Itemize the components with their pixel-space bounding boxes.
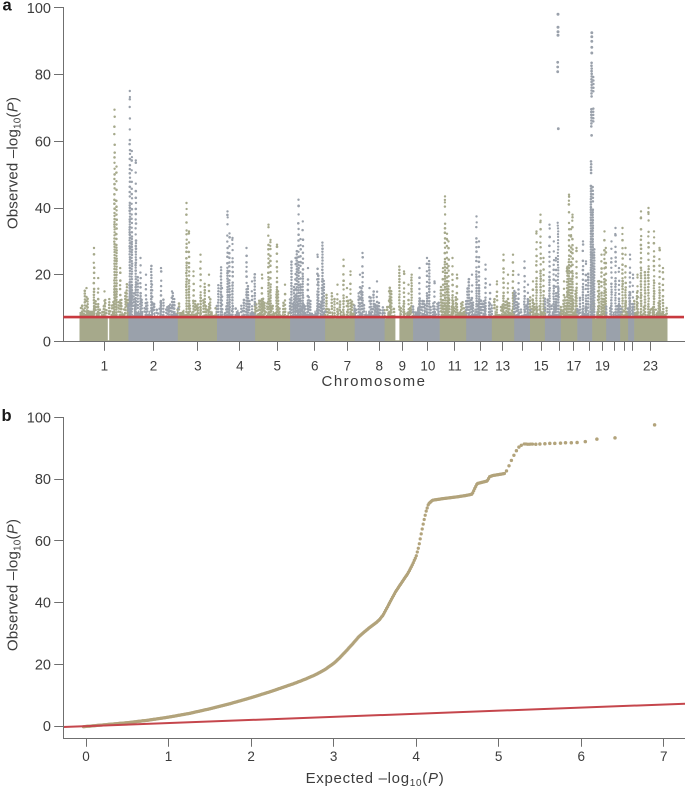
svg-text:20: 20 bbox=[35, 657, 51, 673]
svg-text:6: 6 bbox=[577, 749, 585, 764]
svg-text:7: 7 bbox=[660, 749, 668, 764]
svg-text:100: 100 bbox=[27, 1, 51, 17]
svg-text:20: 20 bbox=[35, 268, 51, 284]
svg-text:0: 0 bbox=[82, 749, 90, 764]
svg-text:5: 5 bbox=[274, 359, 282, 374]
svg-text:9: 9 bbox=[398, 359, 406, 374]
svg-text:40: 40 bbox=[35, 596, 51, 612]
svg-text:2: 2 bbox=[150, 359, 158, 374]
svg-text:15: 15 bbox=[534, 359, 549, 374]
svg-text:11: 11 bbox=[448, 359, 462, 374]
svg-text:60: 60 bbox=[35, 134, 51, 150]
svg-text:7: 7 bbox=[344, 359, 352, 374]
svg-text:12: 12 bbox=[473, 359, 488, 374]
svg-text:40: 40 bbox=[35, 201, 51, 217]
svg-text:3: 3 bbox=[330, 749, 338, 764]
svg-text:b: b bbox=[2, 407, 12, 425]
svg-text:Observed –log10(P): Observed –log10(P) bbox=[5, 97, 24, 229]
svg-text:6: 6 bbox=[311, 359, 319, 374]
svg-text:13: 13 bbox=[495, 359, 510, 374]
svg-text:Expected –log10(P): Expected –log10(P) bbox=[306, 770, 445, 789]
svg-text:8: 8 bbox=[375, 359, 383, 374]
svg-text:a: a bbox=[3, 0, 13, 15]
svg-text:Observed –log10(P): Observed –log10(P) bbox=[5, 519, 24, 651]
svg-text:1: 1 bbox=[165, 749, 173, 764]
svg-text:23: 23 bbox=[643, 359, 658, 374]
svg-text:1: 1 bbox=[101, 359, 109, 374]
svg-text:17: 17 bbox=[566, 359, 581, 374]
svg-text:80: 80 bbox=[35, 472, 51, 488]
svg-text:19: 19 bbox=[595, 359, 610, 374]
svg-text:60: 60 bbox=[35, 534, 51, 550]
svg-text:3: 3 bbox=[194, 359, 202, 374]
svg-text:100: 100 bbox=[27, 411, 51, 427]
svg-text:4: 4 bbox=[412, 749, 420, 764]
svg-text:10: 10 bbox=[420, 359, 435, 374]
svg-text:Chromosome: Chromosome bbox=[321, 373, 426, 390]
svg-text:5: 5 bbox=[495, 749, 503, 764]
svg-text:0: 0 bbox=[43, 719, 51, 735]
svg-text:0: 0 bbox=[43, 334, 51, 350]
svg-text:2: 2 bbox=[247, 749, 255, 764]
svg-text:80: 80 bbox=[35, 68, 51, 84]
svg-text:4: 4 bbox=[236, 359, 244, 374]
